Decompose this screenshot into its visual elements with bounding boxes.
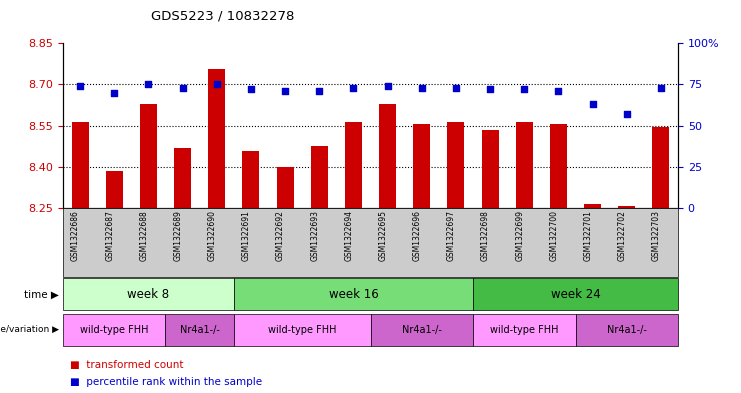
Text: GSM1322692: GSM1322692 [276,210,285,261]
Text: Nr4a1-/-: Nr4a1-/- [607,325,647,335]
Bar [550,124,567,208]
Text: week 24: week 24 [551,288,600,301]
Point [348,84,359,91]
Text: GSM1322698: GSM1322698 [481,210,490,261]
Text: GSM1322693: GSM1322693 [310,210,319,261]
Point [553,88,565,94]
Text: time ▶: time ▶ [24,289,59,299]
Text: GSM1322697: GSM1322697 [447,210,456,261]
Point [484,86,496,93]
Bar [208,69,225,208]
Point [210,81,222,88]
Text: GSM1322688: GSM1322688 [139,210,148,261]
Bar [242,151,259,208]
Bar [174,148,191,208]
Point [74,83,86,89]
Text: wild-type FHH: wild-type FHH [268,325,336,335]
Bar [345,122,362,208]
Text: GSM1322691: GSM1322691 [242,210,251,261]
Text: GSM1322700: GSM1322700 [549,210,559,261]
Bar [482,130,499,208]
Point [518,86,530,93]
Point [621,111,633,118]
Point [108,90,120,96]
Bar [140,104,157,208]
Bar [652,127,669,208]
Text: Nr4a1-/-: Nr4a1-/- [180,325,219,335]
Text: GSM1322701: GSM1322701 [584,210,593,261]
Text: GSM1322689: GSM1322689 [173,210,182,261]
Point [655,84,667,91]
Text: GSM1322694: GSM1322694 [345,210,353,261]
Text: week 8: week 8 [127,288,170,301]
Point [382,83,393,89]
Text: GSM1322696: GSM1322696 [413,210,422,261]
Bar [379,104,396,208]
Text: GSM1322687: GSM1322687 [105,210,114,261]
Text: GSM1322702: GSM1322702 [618,210,627,261]
Text: GSM1322686: GSM1322686 [71,210,80,261]
Bar [448,122,465,208]
Point [450,84,462,91]
Point [279,88,291,94]
Bar [310,147,328,208]
Text: GSM1322690: GSM1322690 [207,210,217,261]
Bar [72,122,89,208]
Text: ■  percentile rank within the sample: ■ percentile rank within the sample [70,377,262,387]
Bar [106,171,123,208]
Bar [413,124,431,208]
Point [587,101,599,107]
Point [176,84,188,91]
Point [142,81,154,88]
Text: genotype/variation ▶: genotype/variation ▶ [0,325,59,334]
Bar [516,122,533,208]
Bar [584,204,601,208]
Bar [618,206,635,208]
Text: GSM1322695: GSM1322695 [379,210,388,261]
Text: week 16: week 16 [328,288,379,301]
Point [245,86,257,93]
Text: wild-type FHH: wild-type FHH [80,325,148,335]
Point [416,84,428,91]
Bar [276,167,293,208]
Text: GDS5223 / 10832278: GDS5223 / 10832278 [150,10,294,23]
Text: GSM1322699: GSM1322699 [515,210,525,261]
Text: Nr4a1-/-: Nr4a1-/- [402,325,442,335]
Text: ■  transformed count: ■ transformed count [70,360,184,370]
Point [313,88,325,94]
Text: GSM1322703: GSM1322703 [652,210,661,261]
Text: wild-type FHH: wild-type FHH [490,325,559,335]
